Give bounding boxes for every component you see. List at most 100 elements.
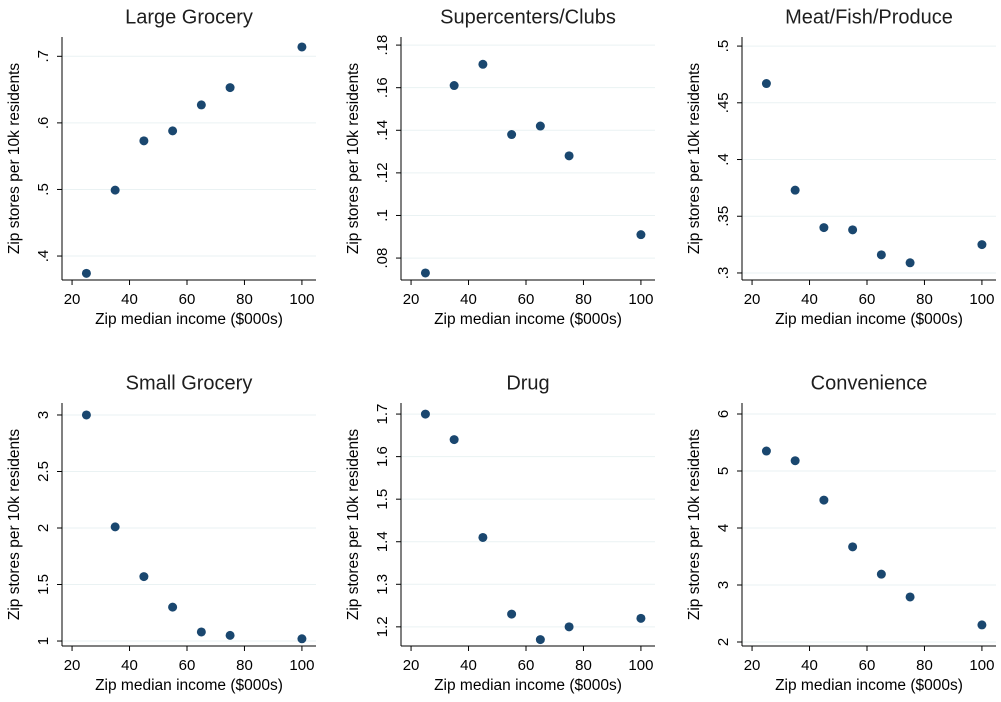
y-tick-label: 2 — [35, 524, 52, 532]
x-tick-label: 40 — [801, 291, 818, 308]
point — [196, 627, 206, 637]
point — [876, 250, 886, 260]
point — [761, 446, 771, 456]
y-tick-label: .45 — [715, 92, 732, 113]
point — [225, 83, 235, 93]
point — [535, 121, 545, 131]
x-tick-label: 100 — [289, 657, 314, 674]
x-axis-title: Zip median income ($000s) — [775, 677, 963, 694]
panel-title: Supercenters/Clubs — [440, 6, 616, 28]
x-axis-title: Zip median income ($000s) — [95, 677, 283, 694]
y-axis-title: Zip stores per 10k residents — [686, 63, 703, 255]
y-tick-label: .14 — [374, 120, 391, 141]
point — [761, 79, 771, 89]
point — [478, 532, 488, 542]
point — [297, 42, 307, 52]
x-axis-title: Zip median income ($000s) — [434, 677, 622, 694]
x-tick-label: 40 — [801, 657, 818, 674]
point — [225, 630, 235, 640]
point — [564, 622, 574, 632]
y-tick-label: 2.5 — [35, 461, 52, 482]
panel-title: Convenience — [811, 372, 928, 394]
point — [876, 569, 886, 579]
point — [449, 435, 459, 445]
panel-title: Drug — [506, 372, 549, 394]
x-tick-label: 60 — [179, 291, 196, 308]
y-tick-label: .18 — [374, 35, 391, 56]
point — [977, 240, 987, 250]
y-axis-title: Zip stores per 10k residents — [686, 429, 703, 621]
y-tick-label: .5 — [715, 40, 732, 53]
x-tick-label: 20 — [64, 291, 81, 308]
y-tick-label: .12 — [374, 162, 391, 183]
point — [139, 136, 149, 146]
point — [81, 410, 91, 420]
x-tick-label: 60 — [859, 291, 876, 308]
point — [535, 635, 545, 645]
y-axis-title: Zip stores per 10k residents — [345, 429, 362, 621]
point — [420, 268, 430, 278]
y-tick-label: 3 — [35, 411, 52, 419]
point — [848, 225, 858, 235]
x-tick-label: 20 — [403, 291, 420, 308]
x-axis-title: Zip median income ($000s) — [434, 311, 622, 328]
y-tick-label: .08 — [374, 248, 391, 269]
y-tick-label: 3 — [715, 581, 732, 589]
x-tick-label: 40 — [121, 291, 138, 308]
y-tick-label: .5 — [35, 183, 52, 196]
y-tick-label: 2 — [715, 638, 732, 646]
x-tick-label: 80 — [575, 291, 592, 308]
panel-title: Small Grocery — [126, 372, 253, 394]
point — [420, 409, 430, 419]
y-tick-label: .7 — [35, 50, 52, 63]
point — [139, 572, 149, 582]
x-tick-label: 80 — [916, 291, 933, 308]
point — [905, 258, 915, 268]
point — [81, 268, 91, 278]
y-tick-label: .6 — [35, 117, 52, 130]
y-tick-label: 1.5 — [374, 489, 391, 510]
y-axis-title: Zip stores per 10k residents — [6, 429, 23, 621]
x-tick-label: 20 — [403, 657, 420, 674]
x-tick-label: 40 — [121, 657, 138, 674]
y-tick-label: .3 — [715, 267, 732, 280]
point — [110, 522, 120, 532]
x-tick-label: 100 — [628, 291, 653, 308]
point — [848, 542, 858, 552]
point — [168, 602, 178, 612]
point — [168, 126, 178, 136]
y-tick-label: 5 — [715, 467, 732, 475]
point — [449, 81, 459, 91]
point — [819, 223, 829, 233]
y-tick-label: 1 — [35, 637, 52, 645]
y-tick-label: 6 — [715, 410, 732, 418]
y-tick-label: .16 — [374, 77, 391, 98]
x-tick-label: 20 — [744, 657, 761, 674]
x-tick-label: 60 — [179, 657, 196, 674]
y-tick-label: 1.2 — [374, 616, 391, 637]
x-tick-label: 100 — [628, 657, 653, 674]
point — [636, 230, 646, 240]
y-tick-label: .4 — [35, 250, 52, 263]
point — [905, 592, 915, 602]
y-tick-label: .1 — [374, 209, 391, 222]
point — [297, 634, 307, 644]
x-tick-label: 60 — [518, 291, 535, 308]
y-tick-label: .4 — [715, 153, 732, 166]
y-tick-label: 1.7 — [374, 404, 391, 425]
point — [196, 100, 206, 110]
y-tick-label: .35 — [715, 206, 732, 227]
point — [478, 59, 488, 69]
x-tick-label: 20 — [64, 657, 81, 674]
point — [790, 456, 800, 466]
x-tick-label: 80 — [236, 657, 253, 674]
x-tick-label: 20 — [744, 291, 761, 308]
point — [790, 185, 800, 195]
x-tick-label: 80 — [916, 657, 933, 674]
panel-title: Meat/Fish/Produce — [785, 6, 953, 28]
y-tick-label: 1.4 — [374, 531, 391, 552]
y-tick-label: 1.6 — [374, 446, 391, 467]
x-tick-label: 80 — [575, 657, 592, 674]
